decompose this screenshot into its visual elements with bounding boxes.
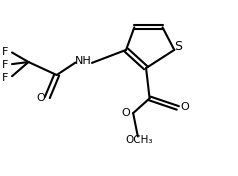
Text: S: S bbox=[174, 40, 183, 53]
Text: O: O bbox=[122, 108, 130, 118]
Text: O: O bbox=[180, 102, 189, 112]
Text: O: O bbox=[36, 93, 45, 103]
Text: OCH₃: OCH₃ bbox=[125, 135, 153, 145]
Text: NH: NH bbox=[75, 56, 92, 67]
Text: F: F bbox=[2, 73, 9, 83]
Text: F: F bbox=[2, 60, 9, 70]
Text: F: F bbox=[2, 47, 9, 57]
